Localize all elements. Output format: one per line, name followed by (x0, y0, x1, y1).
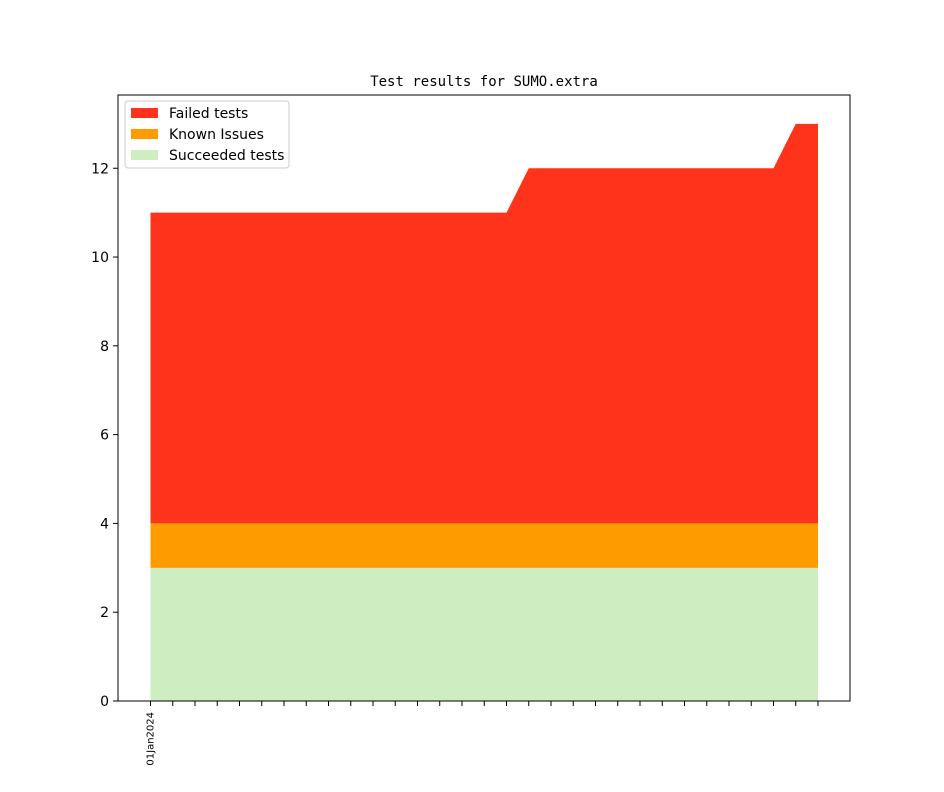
legend-label: Succeeded tests (169, 148, 284, 164)
legend: Failed tests Known Issues Succeeded tests (124, 100, 290, 169)
y-tick-label: 12 (91, 161, 109, 177)
area-known-issues (150, 523, 818, 568)
y-tick-label: 10 (91, 250, 109, 266)
legend-label: Known Issues (169, 127, 264, 143)
legend-swatch (131, 129, 158, 139)
legend-frame (124, 100, 290, 169)
stacked-areas (150, 123, 818, 701)
x-tick-label: 01Jan2024 (146, 712, 157, 766)
x-axis: 01Jan2024 (146, 701, 819, 766)
legend-label: Failed tests (169, 106, 248, 122)
y-tick-label: 8 (100, 339, 109, 355)
chart-title: Test results for SUMO.extra (370, 74, 598, 90)
legend-swatch (131, 150, 158, 160)
y-tick-label: 0 (100, 694, 109, 710)
y-tick-label: 6 (100, 428, 109, 444)
area-failed-tests (150, 123, 818, 524)
y-tick-label: 4 (100, 516, 109, 532)
legend-swatch (131, 108, 158, 118)
y-tick-label: 2 (100, 605, 109, 621)
y-axis: 0 2 4 6 8 10 12 (91, 161, 118, 710)
area-succeeded-tests (150, 567, 818, 701)
